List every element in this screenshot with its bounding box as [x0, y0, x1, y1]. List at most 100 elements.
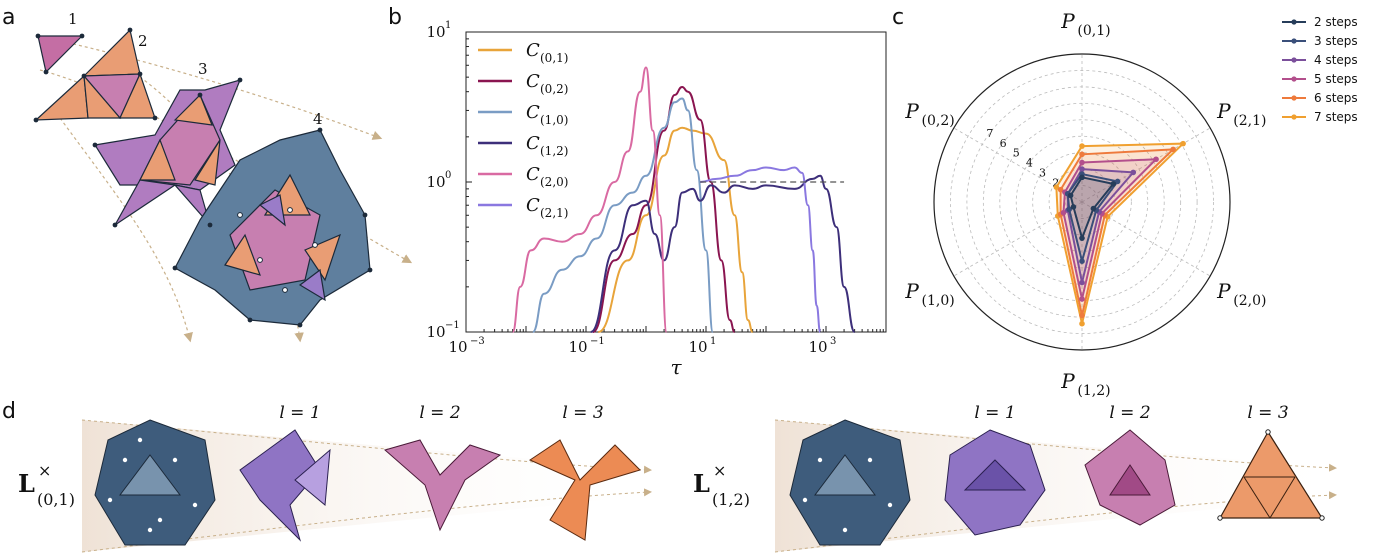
complex-full-left — [94, 419, 216, 546]
radar-axis-label-sub: (0,2) — [922, 113, 955, 129]
radar-point — [1079, 279, 1085, 286]
radar-series — [1053, 140, 1186, 327]
radar-point — [1079, 151, 1085, 158]
radar-axis-label: P — [1060, 369, 1075, 393]
radar-axis-label: P — [904, 99, 919, 123]
legend-label: 4 steps — [1314, 53, 1358, 67]
legend-label: 7 steps — [1314, 110, 1358, 124]
legend-label-sub: (2,1) — [540, 206, 568, 220]
radar-point — [1060, 209, 1067, 216]
complex-level-2-right — [1084, 429, 1176, 526]
legend-label-sub: (0,1) — [540, 51, 568, 65]
level-label-left-3: l = 3 — [562, 403, 603, 423]
legend-label: 6 steps — [1314, 91, 1358, 105]
radar-ring — [1015, 135, 1149, 269]
radar-axis-label: P — [1216, 279, 1231, 303]
radar-outer-circle — [933, 53, 1231, 351]
complex-step-1 — [37, 35, 84, 74]
radar-axis-label-sub: (1,0) — [922, 293, 955, 309]
radar-point — [1110, 181, 1117, 187]
legend-label: C — [526, 164, 540, 185]
legend-label: C — [526, 133, 540, 154]
x-tick-exponent: 3 — [830, 336, 836, 347]
y-tick-exponent: 0 — [445, 170, 451, 181]
panel-letter-b: b — [388, 5, 402, 30]
legend-label-sub: (2,0) — [540, 175, 568, 189]
complex-full-right — [789, 419, 911, 546]
legend-label: 5 steps — [1314, 72, 1358, 86]
radar-point — [1079, 159, 1085, 166]
operator-right-sup: × — [713, 461, 726, 480]
radar-point — [1066, 206, 1072, 213]
radar-axis-label-sub: (1,2) — [1077, 383, 1110, 399]
x-tick-label: 10 — [808, 338, 827, 356]
operator-left: L — [18, 469, 35, 498]
funnel-right — [775, 420, 1360, 552]
x-tick-label: 10 — [568, 338, 587, 356]
radar-r-tick: 4 — [1026, 157, 1033, 170]
series-line-(0,2) — [592, 85, 736, 333]
radar-point — [1070, 204, 1077, 210]
legend-marker — [1291, 76, 1297, 82]
step-label-3: 3 — [198, 60, 208, 78]
radar-spoke — [1081, 127, 1211, 203]
series-lines — [511, 66, 856, 333]
legend-label: C — [526, 195, 540, 216]
radar-point — [1114, 178, 1121, 185]
complex-level-1-left — [239, 429, 331, 542]
level-label-right-2: l = 2 — [1109, 403, 1150, 423]
radar-axis-label: P — [1216, 99, 1231, 123]
panel-a: a — [2, 5, 413, 343]
radar-point — [1053, 184, 1060, 190]
legend-label: 2 steps — [1314, 15, 1358, 29]
radar-axis-label: P — [904, 279, 919, 303]
complex-level-3-right — [1217, 429, 1325, 521]
x-tick-exponent: −1 — [590, 336, 605, 347]
radar-point — [1079, 320, 1085, 327]
legend: 2 steps 3 steps 4 steps 5 steps 6 steps 7 ste… — [1282, 15, 1358, 124]
y-tick-label: 10 — [426, 23, 445, 41]
radar-axis-label-sub: (2,1) — [1233, 113, 1266, 129]
series-line-(1,0) — [531, 97, 714, 333]
y-tick-exponent: 1 — [445, 20, 451, 31]
radar-r-tick: 7 — [986, 127, 993, 140]
radar-axis-label: P — [1060, 9, 1075, 33]
panel-b: b 10 −3 10 −1 10 1 10 310 −110 010 1 C (0,1)C (0,2)C… — [388, 5, 887, 379]
level-label-left-1: l = 1 — [279, 403, 320, 423]
legend-label: C — [526, 71, 540, 92]
radar-point — [1079, 258, 1085, 265]
radar-axis-labels: P (0,1)P (2,1)P (2,0)P (1,2)P (1,0)P (0,2) — [904, 9, 1266, 399]
legend-label: C — [526, 40, 540, 61]
complex-nodes — [33, 27, 373, 328]
legend-marker — [1291, 95, 1297, 101]
step-label-4: 4 — [313, 110, 323, 128]
panel-d: d L × (0,1) l = 1 l = 2 l = 3 L × — [2, 399, 1360, 553]
series-line-(2,1) — [700, 166, 822, 333]
radar-point — [1170, 146, 1176, 153]
series-line-(2,0) — [511, 66, 668, 333]
legend-label-sub: (1,2) — [540, 144, 568, 158]
complex-level-3-left — [528, 439, 641, 541]
operator-left-sub: (0,1) — [37, 490, 75, 509]
radar-axis-label-sub: (0,1) — [1077, 23, 1110, 39]
radar-point — [1079, 166, 1085, 172]
legend-label-sub: (0,2) — [540, 82, 568, 96]
legend-label: 3 steps — [1314, 34, 1358, 48]
x-tick-label: 10 — [448, 338, 467, 356]
radar-point — [1079, 296, 1085, 302]
radar-r-tick: 6 — [1000, 137, 1007, 150]
level-label-right-3: l = 3 — [1247, 403, 1288, 423]
panel-letter-d: d — [2, 399, 16, 424]
radar-r-tick: 3 — [1039, 166, 1046, 179]
operator-right: L — [693, 469, 710, 498]
radar-point — [1079, 143, 1085, 149]
radar-point — [1079, 312, 1085, 319]
series-line-(1,2) — [590, 174, 856, 333]
x-axis-label: τ — [670, 355, 682, 379]
radar-point — [1079, 235, 1085, 241]
series-line-(0,1) — [597, 126, 754, 333]
step-label-2: 2 — [138, 32, 148, 50]
axis-ticks: 10 −3 10 −1 10 1 10 310 −110 010 1 — [426, 20, 884, 356]
y-tick-label: 10 — [426, 173, 445, 191]
